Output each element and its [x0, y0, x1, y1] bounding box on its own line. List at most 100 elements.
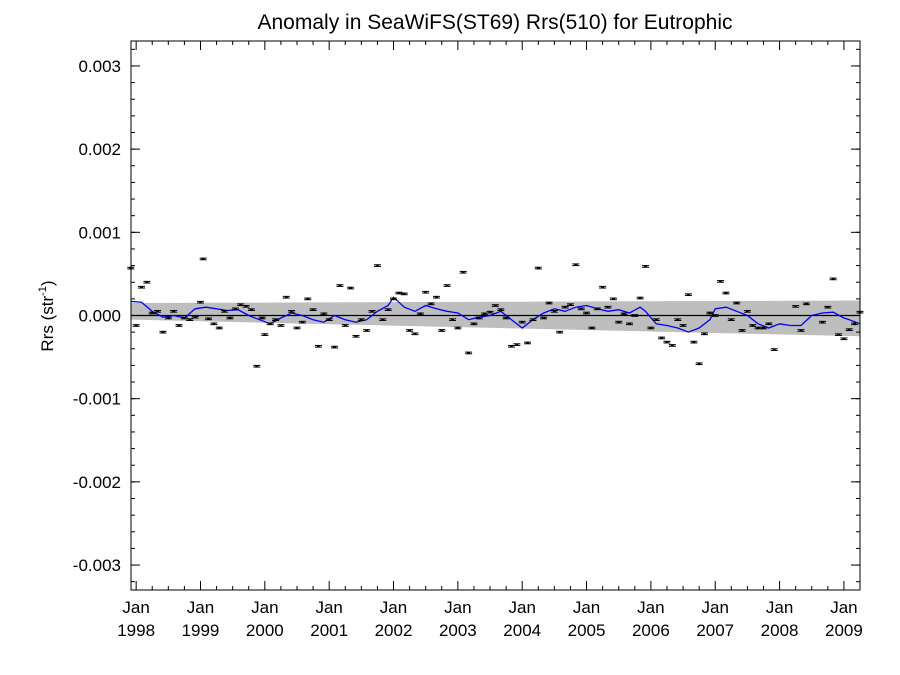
- x-tick-year: 1999: [182, 621, 220, 640]
- y-tick-label: 0.002: [78, 140, 121, 159]
- x-tick-year: 1998: [117, 621, 155, 640]
- data-point: [765, 322, 773, 326]
- data-point: [357, 318, 365, 321]
- data-point: [170, 310, 178, 313]
- data-point: [497, 308, 505, 312]
- data-point: [835, 333, 843, 336]
- x-tick-month: Jan: [573, 598, 600, 617]
- y-tick-label: 0.001: [78, 223, 121, 242]
- y-tick-label: -0.003: [73, 556, 121, 575]
- data-point: [454, 326, 462, 330]
- data-point: [668, 344, 676, 347]
- data-point: [749, 324, 757, 327]
- data-point: [199, 257, 207, 261]
- data-point: [432, 295, 440, 299]
- chart-title: Anomaly in SeaWiFS(ST69) Rrs(510) for Eu…: [258, 11, 733, 34]
- data-point: [534, 266, 542, 270]
- data-point: [272, 318, 280, 321]
- data-point: [205, 317, 213, 321]
- data-point: [625, 322, 633, 326]
- data-point: [684, 293, 692, 297]
- x-tick-month: Jan: [251, 598, 278, 617]
- data-point: [711, 314, 719, 317]
- data-point: [154, 310, 162, 313]
- data-point: [304, 297, 312, 301]
- data-point: [658, 336, 666, 340]
- data-point: [824, 305, 832, 309]
- data-point: [320, 312, 328, 316]
- data-point: [215, 326, 223, 330]
- x-tick-month: Jan: [766, 598, 793, 617]
- data-point: [609, 297, 617, 301]
- smoothed-series-line: [130, 296, 861, 333]
- x-tick-month: Jan: [187, 598, 214, 617]
- data-point: [738, 329, 746, 332]
- data-point: [620, 312, 628, 316]
- data-point: [459, 270, 467, 274]
- data-point: [513, 343, 521, 346]
- data-point: [298, 320, 306, 324]
- data-point: [226, 316, 234, 320]
- data-point: [717, 280, 725, 283]
- data-point: [175, 324, 183, 327]
- data-point: [277, 324, 285, 327]
- data-point: [242, 305, 250, 308]
- data-point: [438, 329, 446, 332]
- data-point: [325, 318, 333, 321]
- data-point: [486, 310, 494, 314]
- data-point: [722, 291, 730, 295]
- data-point: [336, 284, 344, 287]
- y-tick-label: 0.000: [78, 307, 121, 326]
- data-point: [636, 296, 644, 300]
- data-point: [384, 308, 392, 312]
- data-point: [577, 307, 585, 311]
- data-point: [690, 340, 698, 344]
- data-point: [851, 322, 859, 326]
- x-tick-year: 2006: [632, 621, 670, 640]
- data-point: [540, 316, 548, 320]
- data-point: [642, 265, 650, 268]
- data-point: [615, 320, 623, 324]
- data-point: [210, 322, 218, 326]
- data-point: [556, 330, 564, 334]
- x-tick-month: Jan: [315, 598, 342, 617]
- data-point: [502, 316, 510, 320]
- data-point: [588, 326, 596, 330]
- data-point: [818, 320, 826, 324]
- data-point: [674, 318, 682, 321]
- data-point: [770, 348, 778, 351]
- data-point: [266, 322, 274, 326]
- data-points-layer: [127, 257, 864, 368]
- x-tick-year: 2001: [310, 621, 348, 640]
- data-point: [132, 324, 140, 327]
- x-tick-month: Jan: [830, 598, 857, 617]
- data-point: [679, 324, 687, 327]
- data-point: [743, 310, 751, 313]
- data-point: [518, 320, 526, 324]
- data-point: [293, 326, 301, 330]
- data-point: [604, 305, 612, 309]
- x-tick-month: Jan: [508, 598, 535, 617]
- data-point: [599, 285, 607, 289]
- data-point: [400, 292, 408, 296]
- data-point: [652, 318, 660, 321]
- data-point: [411, 332, 419, 336]
- x-tick-year: 2005: [568, 621, 606, 640]
- data-point: [341, 324, 349, 327]
- data-point: [572, 263, 580, 267]
- data-point: [221, 310, 229, 313]
- data-point: [288, 310, 296, 313]
- data-point: [368, 310, 376, 313]
- data-point: [663, 340, 671, 344]
- data-point: [164, 316, 172, 320]
- data-point: [253, 364, 261, 368]
- x-tick-year: 2003: [439, 621, 477, 640]
- data-point: [191, 315, 199, 319]
- data-point: [247, 308, 255, 312]
- data-point: [331, 345, 339, 349]
- data-point: [529, 318, 537, 321]
- data-point: [700, 332, 708, 336]
- x-tick-year: 2009: [825, 621, 863, 640]
- data-point: [314, 344, 322, 348]
